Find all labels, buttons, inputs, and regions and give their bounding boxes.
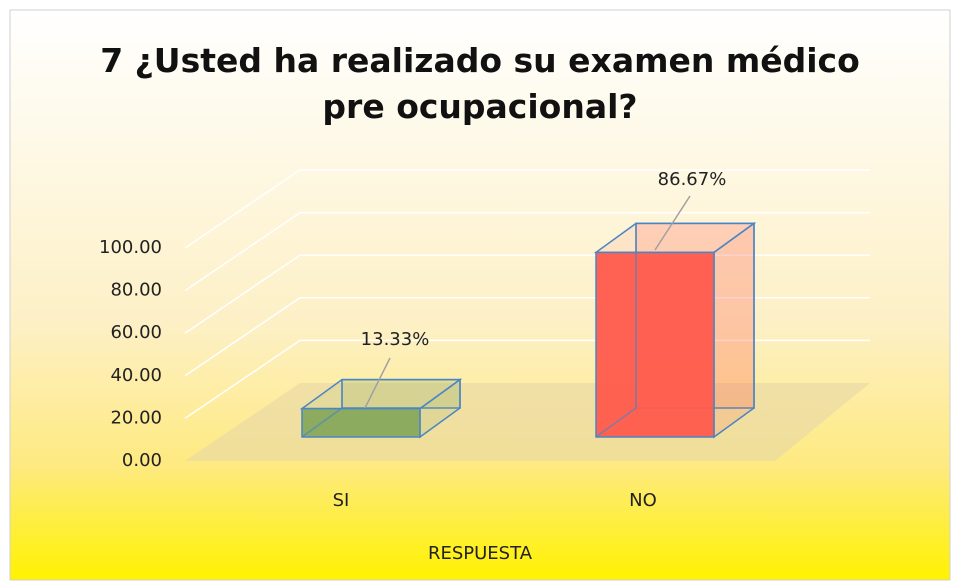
y-tick-label: 100.00 [99,237,162,258]
y-tick-label: 80.00 [110,280,162,301]
x-tick-label: SI [333,490,350,511]
x-tick-label: NO [629,490,657,511]
bar [595,251,715,438]
leader-line [364,357,391,409]
bar-side [713,221,755,439]
bar-edge [301,379,343,438]
chart-title: 7 ¿Usted ha realizado su examen médico p… [100,41,860,126]
y-tick-label: 20.00 [110,407,162,428]
y-tick-label: 40.00 [110,365,162,386]
chart-area [9,9,951,581]
y-tick-label: 0.00 [122,450,162,471]
bar [301,407,421,438]
y-tick-label: 60.00 [110,322,162,343]
bar-edge [595,223,637,438]
x-axis-title: RESPUESTA [428,543,533,564]
leader-line [654,195,691,251]
data-label: 13.33% [361,329,430,350]
data-label: 86.67% [658,169,727,190]
floor [185,383,870,461]
grid-line [184,169,870,249]
